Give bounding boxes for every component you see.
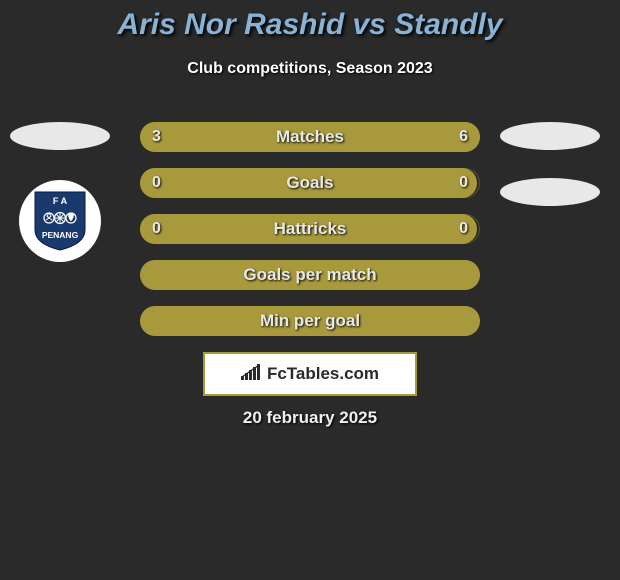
shield-icon: F A PENANG: [33, 190, 87, 252]
player-right-oval-2: [500, 178, 600, 206]
stat-value-left: 0: [152, 168, 161, 198]
stat-label: Goals per match: [140, 260, 480, 290]
svg-text:PENANG: PENANG: [42, 230, 79, 240]
stat-label: Matches: [140, 122, 480, 152]
bars-icon: [241, 364, 263, 385]
stat-value-right: 0: [459, 214, 468, 244]
stat-row: Matches3 6: [140, 122, 480, 152]
stat-row: Goals per match: [140, 260, 480, 290]
subtitle: Club competitions, Season 2023: [0, 60, 620, 78]
stat-row: Min per goal: [140, 306, 480, 336]
stat-label: Min per goal: [140, 306, 480, 336]
date-text: 20 february 2025: [0, 408, 620, 428]
stat-row: Goals0 0: [140, 168, 480, 198]
brand-text: FcTables.com: [267, 364, 379, 384]
stat-row: Hattricks0 0: [140, 214, 480, 244]
stat-label: Goals: [140, 168, 480, 198]
stat-value-left: 0: [152, 214, 161, 244]
svg-text:F A: F A: [53, 196, 68, 206]
club-badge-left: F A PENANG: [19, 180, 101, 262]
stat-label: Hattricks: [140, 214, 480, 244]
page-title: Aris Nor Rashid vs Standly: [0, 0, 620, 42]
stat-value-right: 6: [459, 122, 468, 152]
stat-value-left: 3: [152, 122, 161, 152]
player-left-oval: [10, 122, 110, 150]
player-right-oval-1: [500, 122, 600, 150]
brand-box[interactable]: FcTables.com: [203, 352, 417, 396]
stat-value-right: 0: [459, 168, 468, 198]
